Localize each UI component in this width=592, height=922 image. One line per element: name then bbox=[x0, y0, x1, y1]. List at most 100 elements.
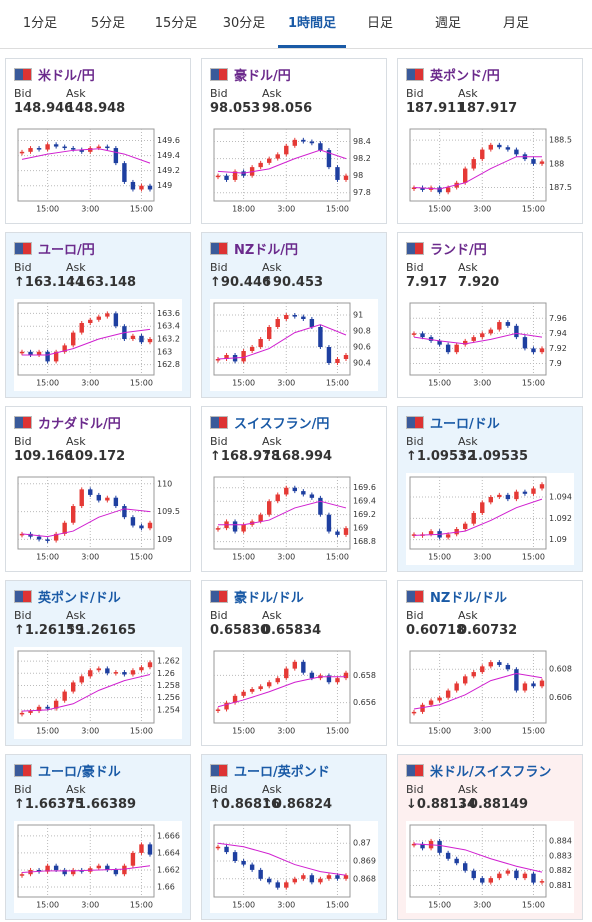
y-tick-label: 90.8 bbox=[353, 327, 371, 336]
flag-icon bbox=[210, 590, 228, 603]
ask-value: ↑163.148 bbox=[66, 275, 137, 290]
x-tick-label: 15:00 bbox=[130, 727, 153, 736]
candle bbox=[309, 875, 315, 883]
candle bbox=[309, 319, 315, 327]
moving-average bbox=[21, 865, 151, 874]
candle bbox=[497, 322, 502, 330]
rate-card[interactable]: カナダドル/円 Bid Ask 109.166 109.172 110 109.5 109 15… bbox=[5, 406, 191, 572]
pair-name: ランド/円 bbox=[430, 243, 487, 258]
timeframe-tab[interactable]: 5分足 bbox=[90, 16, 126, 31]
x-tick-label: 15:00 bbox=[326, 553, 349, 562]
rate-card[interactable]: スイスフラン/円 Bid Ask ↑168.978 ↑168.994 169.6 169.4… bbox=[201, 406, 387, 572]
y-tick-label: 1.664 bbox=[157, 848, 180, 857]
rate-card[interactable]: 米ドル/スイスフラン Bid Ask ↓0.88134 ↓0.88149 0.884 0.8… bbox=[397, 754, 583, 920]
flag-icon bbox=[406, 764, 424, 777]
ask-label: Ask bbox=[262, 261, 282, 274]
rate-card[interactable]: ユーロ/ドル Bid Ask ↑1.09532 ↑1.09535 1.094 1.092 1.… bbox=[397, 406, 583, 572]
bid-label: Bid bbox=[406, 609, 424, 622]
mini-chart: 1.262 1.26 1.258 1.256 1.254 15:00 3:00 15:00 bbox=[14, 647, 182, 739]
candle bbox=[539, 348, 545, 353]
candle bbox=[19, 151, 25, 154]
y-tick-label: 0.656 bbox=[353, 698, 376, 707]
rate-card[interactable]: 豪ドル/ドル Bid Ask 0.65830 0.65834 0.658 0.656 15:0… bbox=[201, 580, 387, 746]
candle bbox=[113, 672, 119, 674]
ask-value: ↑0.86824 bbox=[262, 797, 333, 812]
candle bbox=[454, 683, 459, 691]
timeframe-tab[interactable]: 1時間足 bbox=[278, 0, 346, 48]
rate-card[interactable]: 豪ドル/円 Bid Ask 98.053 98.056 98.4 98.2 98 97.8 18:… bbox=[201, 58, 387, 224]
ask-value: 0.60732 bbox=[458, 623, 518, 638]
y-tick-label: 0.87 bbox=[353, 839, 371, 848]
y-tick-label: 98.2 bbox=[353, 154, 371, 163]
bid-value: ↑168.978 bbox=[210, 449, 281, 464]
candle bbox=[105, 668, 110, 674]
timeframe-tab[interactable]: 15分足 bbox=[154, 16, 198, 31]
rate-card[interactable]: ランド/円 Bid Ask 7.917 7.920 7.96 7.94 7.92 7.9 15:0… bbox=[397, 232, 583, 398]
mini-chart: 0.884 0.883 0.882 0.881 15:00 3:00 15:00 bbox=[406, 821, 574, 913]
rate-card[interactable]: NZドル/ドル Bid Ask 0.60718 0.60732 0.608 0.606 15:… bbox=[397, 580, 583, 746]
rate-card[interactable]: ユーロ/豪ドル Bid Ask ↑1.66375 ↑1.66389 1.666 1.664 1… bbox=[5, 754, 191, 920]
y-tick-label: 0.869 bbox=[353, 857, 376, 866]
bid-value: ↑163.144 bbox=[14, 275, 85, 290]
candle bbox=[267, 878, 272, 883]
bid-label: Bid bbox=[210, 87, 228, 100]
moving-average bbox=[217, 149, 347, 174]
flag-icon bbox=[14, 242, 32, 255]
candle bbox=[480, 333, 485, 338]
y-tick-label: 149.2 bbox=[157, 166, 180, 175]
x-tick-label: 3:00 bbox=[81, 205, 99, 214]
mini-chart: 0.658 0.656 15:00 3:00 15:00 bbox=[210, 647, 378, 739]
x-tick-label: 15:00 bbox=[36, 205, 59, 214]
timeframe-tab[interactable]: 月足 bbox=[502, 16, 529, 31]
plot-frame bbox=[17, 476, 155, 550]
bid-value: 148.946 bbox=[14, 101, 74, 116]
bid-value: ↑1.26159 bbox=[14, 623, 85, 638]
candle bbox=[19, 533, 25, 536]
candle bbox=[45, 539, 50, 541]
candle bbox=[28, 148, 33, 152]
rate-card[interactable]: 米ドル/円 Bid Ask 148.946 148.948 149.6 149.4 149.2… bbox=[5, 58, 191, 224]
ask-value: 148.948 bbox=[66, 101, 126, 116]
candle bbox=[36, 351, 42, 355]
candle bbox=[411, 187, 417, 190]
candle bbox=[292, 878, 297, 883]
x-tick-label: 15:00 bbox=[232, 727, 255, 736]
ask-value: ↑168.994 bbox=[262, 449, 333, 464]
rate-card[interactable]: 英ポンド/円 Bid Ask 187.911 187.917 188.5 188 187.5 1… bbox=[397, 58, 583, 224]
candle bbox=[19, 351, 25, 354]
rate-card[interactable]: ユーロ/円 Bid Ask ↑163.144 ↑163.148 163.6 163.4 163… bbox=[5, 232, 191, 398]
candle bbox=[318, 143, 323, 151]
rate-card[interactable]: 英ポンド/ドル Bid Ask ↑1.26159 ↑1.26165 1.262 1.26 1.… bbox=[5, 580, 191, 746]
rate-card[interactable]: NZドル/円 Bid Ask ↑90.446 ↑90.453 91 90.8 90.6 90.4… bbox=[201, 232, 387, 398]
timeframe-tab[interactable]: 30分足 bbox=[222, 16, 266, 31]
candle bbox=[71, 682, 76, 692]
y-tick-label: 169.6 bbox=[353, 483, 376, 492]
candle bbox=[454, 344, 459, 353]
x-tick-label: 15:00 bbox=[428, 727, 451, 736]
y-tick-label: 168.8 bbox=[353, 537, 376, 546]
candle bbox=[249, 864, 255, 870]
timeframe-tab[interactable]: 日足 bbox=[366, 16, 393, 31]
y-tick-label: 1.66 bbox=[157, 883, 175, 892]
timeframe-tab[interactable]: 1分足 bbox=[22, 16, 58, 31]
x-tick-label: 3:00 bbox=[473, 727, 491, 736]
timeframe-tab[interactable]: 週足 bbox=[434, 16, 461, 31]
candle bbox=[497, 662, 502, 665]
candle bbox=[71, 332, 76, 346]
candle bbox=[301, 139, 306, 142]
candle bbox=[105, 497, 110, 501]
candle bbox=[471, 513, 476, 524]
candle bbox=[531, 159, 536, 164]
y-tick-label: 98 bbox=[353, 171, 363, 180]
bid-value: 7.917 bbox=[406, 275, 448, 290]
bid-value: ↑1.09532 bbox=[406, 449, 477, 464]
plot-frame bbox=[213, 650, 351, 724]
y-tick-label: 188 bbox=[549, 159, 564, 168]
candle bbox=[139, 667, 144, 671]
y-tick-label: 98.4 bbox=[353, 137, 371, 146]
ask-value: 98.056 bbox=[262, 101, 313, 116]
ask-value: ↑1.09535 bbox=[458, 449, 529, 464]
candle bbox=[105, 865, 110, 870]
candle bbox=[335, 678, 340, 683]
rate-card[interactable]: ユーロ/英ポンド Bid Ask ↑0.86816 ↑0.86824 0.87 0.869 0… bbox=[201, 754, 387, 920]
